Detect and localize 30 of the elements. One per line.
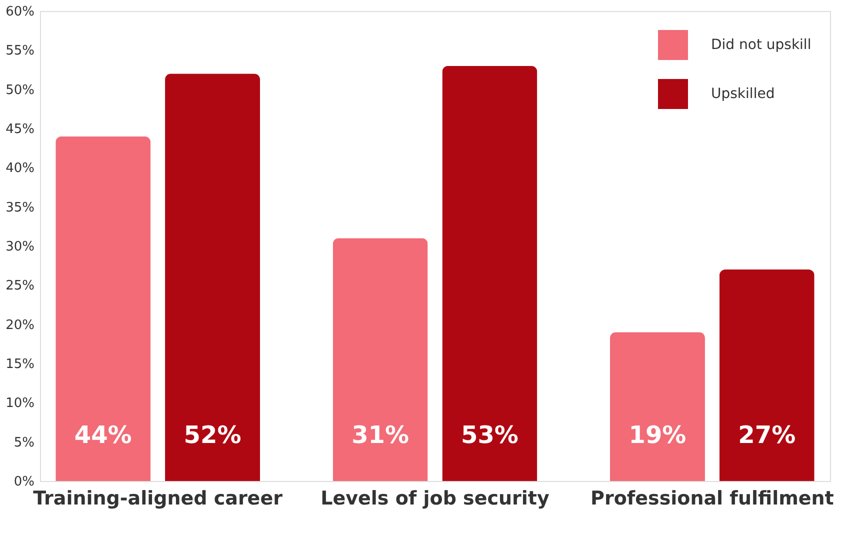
y-tick-label: 10%: [6, 396, 34, 412]
bar: [719, 270, 814, 481]
y-tick-label: 45%: [6, 122, 34, 137]
data-label: 19%: [628, 421, 686, 449]
y-tick-label: 15%: [6, 357, 34, 372]
x-tick-label: Training-aligned career: [33, 488, 284, 510]
y-tick-label: 30%: [6, 240, 34, 254]
x-tick-label: Professional fulfilment: [590, 488, 834, 510]
x-tick-label: Levels of job security: [320, 488, 550, 510]
y-tick-label: 0%: [14, 474, 34, 490]
y-tick-label: 25%: [6, 278, 34, 294]
data-label: 53%: [460, 421, 518, 449]
data-label: 31%: [352, 421, 410, 449]
y-tick-label: 5%: [14, 435, 34, 450]
y-tick-label: 60%: [6, 4, 34, 20]
y-tick-label: 20%: [6, 318, 34, 333]
legend-label: Upskilled: [711, 86, 775, 102]
bar: [442, 66, 538, 481]
bar: [165, 74, 260, 481]
data-label: 52%: [184, 421, 242, 449]
data-label: 27%: [738, 421, 796, 449]
data-label: 44%: [74, 421, 132, 449]
bar: [332, 238, 428, 481]
y-tick-label: 35%: [6, 200, 34, 216]
bar: [610, 332, 705, 481]
bar: [56, 136, 151, 481]
y-tick-label: 50%: [6, 82, 34, 98]
y-tick-label: 55%: [6, 44, 34, 59]
legend-label: Did not upskill: [711, 37, 812, 53]
y-tick-label: 40%: [6, 161, 34, 176]
